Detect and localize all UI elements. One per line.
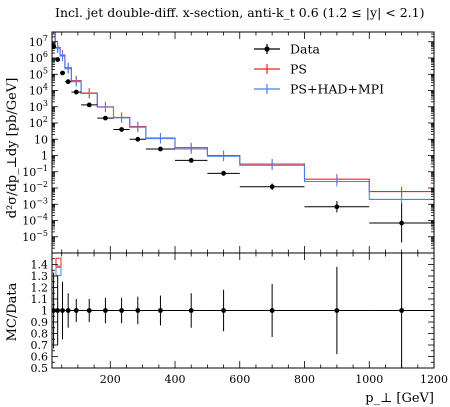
data-point	[135, 136, 141, 142]
legend-label-ps: PS	[290, 62, 307, 77]
y-tick-label: 104	[29, 83, 48, 98]
chart-title: Incl. jet double-diff. x-section, anti-k…	[55, 5, 424, 20]
y-tick-label: 10−1	[22, 164, 48, 179]
legend-marker-data	[264, 46, 270, 52]
x-axis-label: p_⊥ [GeV]	[365, 391, 434, 406]
series-line-ps	[54, 32, 434, 193]
ratio-y-tick-label: 0.7	[31, 339, 49, 352]
ratio-data-point	[86, 308, 92, 313]
data-point	[119, 127, 125, 132]
data-point	[60, 70, 65, 76]
y-tick-label: 10−4	[22, 213, 48, 228]
data-point	[269, 184, 275, 190]
ratio-y-tick-label: 0.5	[31, 362, 49, 375]
ratio-data-point	[188, 308, 194, 313]
data-point	[65, 79, 71, 85]
y-tick-label: 10−2	[22, 180, 48, 195]
ratio-data-point	[334, 308, 340, 313]
spectrum-panel: 10710610510410310210110−110−210−310−410−…	[22, 31, 435, 368]
data-point	[188, 157, 194, 163]
ratio-y-tick-label: 0.8	[31, 328, 49, 341]
ratio-y-tick-label: 1.1	[31, 293, 49, 306]
legend: Data PS PS+HAD+MPI	[254, 42, 384, 97]
ratio-data-point	[269, 308, 275, 313]
ratio-y-tick-label: 0.6	[31, 351, 49, 364]
y-tick-label: 1	[41, 150, 48, 163]
ratio-data-point	[73, 308, 79, 313]
data-point	[158, 146, 163, 152]
data-point	[221, 170, 226, 176]
ratio-panel: 1.41.31.21.110.90.80.70.60.5 200 400 600 800…	[31, 252, 448, 386]
x-tick-label: 400	[165, 373, 186, 386]
ratio-y-tick-label: 1.3	[31, 270, 49, 283]
y-tick-label: 106	[29, 50, 48, 65]
ratio-y-tick-label: 1.2	[31, 282, 49, 295]
ratio-data-point	[119, 308, 125, 313]
x-tick-label: 200	[100, 373, 121, 386]
ratio-marker	[55, 266, 62, 276]
y-tick-label: 105	[29, 66, 48, 81]
ratio-marker	[55, 257, 62, 267]
ratio-y-tick-label: 0.9	[31, 316, 49, 329]
ratio-data-point	[135, 308, 141, 313]
y-tick-label: 102	[29, 115, 48, 130]
ratio-data-point	[158, 308, 163, 313]
ratio-y-tick-label: 1	[41, 305, 48, 318]
y-tick-label: 10−3	[22, 196, 48, 211]
y-tick-label: 10	[34, 133, 48, 146]
data-point	[399, 220, 405, 226]
y-axis-label-top: d²σ/dp_⊥dy [pb/GeV]	[5, 78, 20, 219]
y-tick-label: 10−5	[22, 229, 48, 244]
series-line-ps-had-mpi	[54, 32, 434, 200]
x-tick-label: 800	[294, 373, 315, 386]
data-point	[334, 204, 340, 210]
top-frame	[51, 31, 435, 254]
y-tick-label: 103	[29, 99, 48, 114]
bottom-frame	[51, 252, 435, 369]
x-tick-label: 600	[229, 373, 250, 386]
legend-label-data: Data	[290, 42, 320, 57]
ratio-data-point	[221, 308, 226, 313]
data-point	[73, 89, 79, 95]
top-plot-area	[52, 32, 434, 243]
x-tick-label: 1200	[420, 373, 448, 386]
ratio-data-point	[399, 308, 405, 313]
ratio-y-tick-label: 1.4	[31, 259, 49, 272]
x-tick-label: 1000	[355, 373, 383, 386]
y-tick-label: 107	[29, 34, 48, 49]
ratio-data-point	[60, 308, 65, 313]
data-point	[103, 115, 108, 121]
legend-label-ps_had_mpi: PS+HAD+MPI	[290, 82, 384, 97]
ratio-data-point	[103, 308, 108, 313]
y-axis-label-bottom: MC/Data	[5, 282, 20, 341]
data-point	[86, 102, 92, 108]
ratio-data-point	[65, 308, 71, 313]
